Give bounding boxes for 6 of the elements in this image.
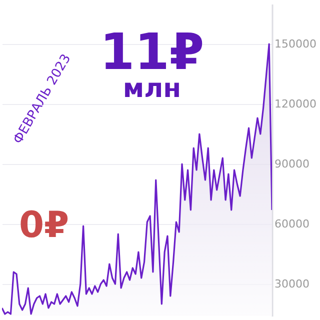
y-tick-label: 60000 <box>274 218 310 230</box>
y-tick-label: 90000 <box>274 158 310 170</box>
y-tick-label: 150000 <box>274 38 316 50</box>
annotation: 0₽ <box>18 205 70 246</box>
y-tick-label: 30000 <box>274 278 310 290</box>
y-tick-label: 120000 <box>274 98 316 110</box>
